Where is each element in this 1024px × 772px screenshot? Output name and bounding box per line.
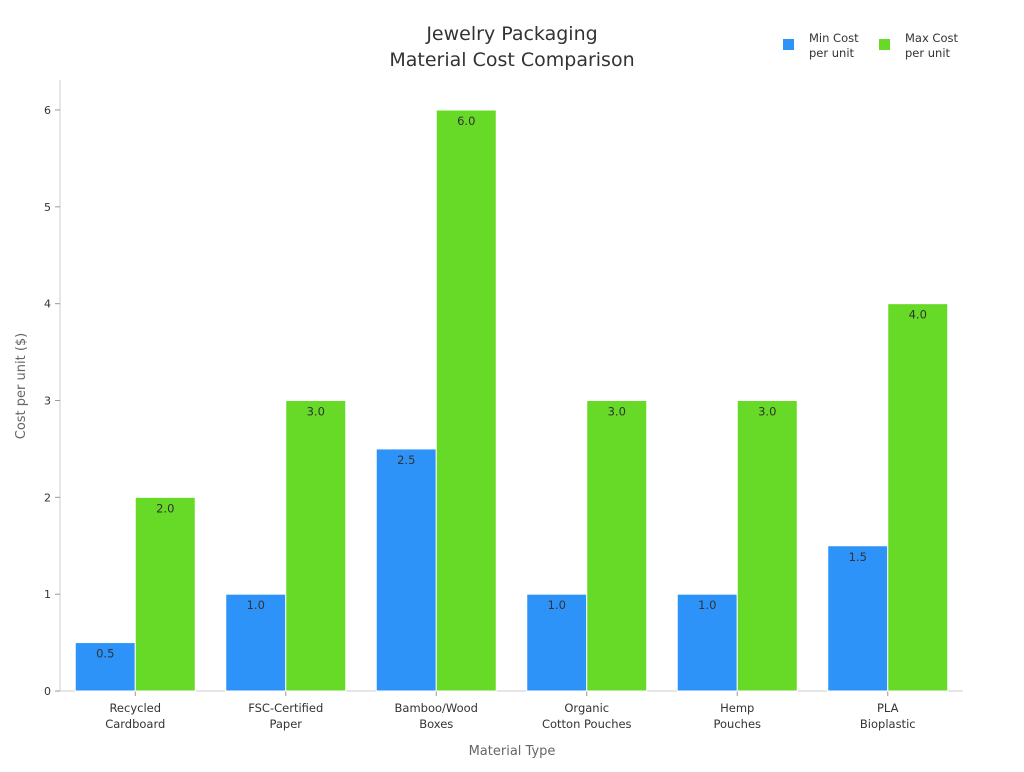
y-axis-label: Cost per unit ($): [14, 333, 29, 440]
y-tick-label: 1: [44, 588, 51, 601]
data-label: 1.0: [698, 598, 716, 612]
legend-label: Max Cost: [905, 31, 958, 45]
bar-min: [375, 448, 437, 692]
x-tick-label: Bioplastic: [860, 717, 916, 731]
y-tick-label: 5: [44, 201, 51, 214]
data-label: 2.0: [156, 501, 174, 515]
x-tick-label: Cardboard: [105, 717, 165, 731]
x-tick-label: PLA: [877, 701, 899, 715]
data-label: 0.5: [96, 647, 114, 661]
bar-max: [736, 400, 798, 692]
bar-max: [134, 496, 196, 692]
y-tick-label: 4: [44, 298, 51, 311]
legend-label: per unit: [809, 46, 855, 60]
data-label: 1.0: [247, 598, 265, 612]
y-tick-label: 3: [44, 395, 51, 408]
y-tick-label: 2: [44, 491, 51, 504]
data-label: 3.0: [758, 405, 776, 419]
bar-min: [225, 593, 287, 692]
bar-min: [827, 545, 889, 692]
x-tick-label: Hemp: [720, 701, 754, 715]
legend-swatch: [783, 39, 794, 50]
chart-title-line2: Material Cost Comparison: [389, 49, 634, 71]
legend-label: Min Cost: [809, 31, 859, 45]
chart-title-line1: Jewelry Packaging: [425, 23, 597, 45]
bar-max: [285, 400, 347, 692]
x-tick-label: Boxes: [419, 717, 453, 731]
legend-label: per unit: [905, 46, 951, 60]
x-tick-label: Pouches: [713, 717, 761, 731]
bar-max: [586, 400, 648, 692]
x-tick-label: Paper: [269, 717, 302, 731]
y-tick-label: 6: [44, 104, 51, 117]
x-tick-label: FSC-Certified: [248, 701, 323, 715]
legend-swatch: [879, 39, 890, 50]
data-label: 1.0: [548, 598, 566, 612]
x-tick-label: Organic: [564, 701, 609, 715]
bar-min: [526, 593, 588, 692]
data-label: 1.5: [849, 550, 867, 564]
x-tick-label: Recycled: [109, 701, 161, 715]
bar-max: [435, 109, 497, 692]
x-tick-label: Bamboo/Wood: [395, 701, 478, 715]
y-tick-label: 0: [44, 685, 51, 698]
data-label: 2.5: [397, 453, 415, 467]
bar-max: [887, 303, 949, 692]
data-label: 4.0: [909, 308, 927, 322]
x-axis-label: Material Type: [469, 744, 556, 759]
x-tick-label: Cotton Pouches: [542, 717, 632, 731]
data-label: 3.0: [307, 405, 325, 419]
data-label: 6.0: [457, 114, 475, 128]
data-label: 3.0: [608, 405, 626, 419]
